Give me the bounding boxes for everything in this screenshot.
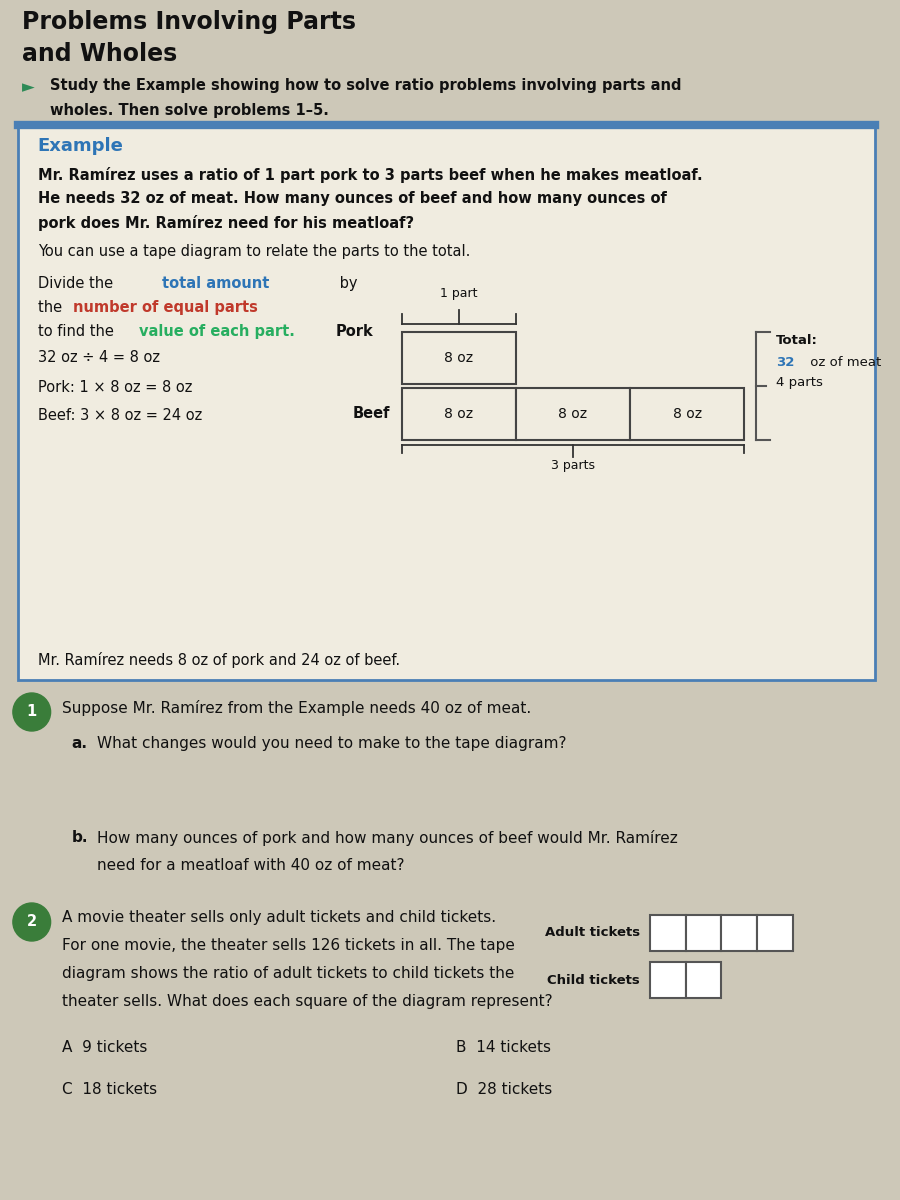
- Text: Suppose Mr. Ramírez from the Example needs 40 oz of meat.: Suppose Mr. Ramírez from the Example nee…: [61, 700, 531, 716]
- Text: Child tickets: Child tickets: [547, 973, 640, 986]
- FancyBboxPatch shape: [721, 914, 757, 950]
- Text: total amount: total amount: [162, 276, 269, 290]
- Text: A  9 tickets: A 9 tickets: [61, 1040, 147, 1055]
- Text: Pork: 1 × 8 oz = 8 oz: Pork: 1 × 8 oz = 8 oz: [38, 380, 192, 395]
- Text: ►: ►: [22, 78, 34, 96]
- Text: Problems Involving Parts: Problems Involving Parts: [22, 10, 356, 34]
- Text: 3 parts: 3 parts: [551, 458, 595, 472]
- Text: wholes. Then solve problems 1–5.: wholes. Then solve problems 1–5.: [50, 103, 328, 118]
- Text: Adult tickets: Adult tickets: [544, 926, 640, 940]
- Text: Example: Example: [38, 137, 123, 155]
- FancyBboxPatch shape: [401, 388, 516, 440]
- Text: oz of meat: oz of meat: [806, 356, 881, 370]
- Text: For one movie, the theater sells 126 tickets in all. The tape: For one movie, the theater sells 126 tic…: [61, 938, 515, 953]
- Text: A movie theater sells only adult tickets and child tickets.: A movie theater sells only adult tickets…: [61, 910, 496, 925]
- FancyBboxPatch shape: [650, 962, 686, 998]
- Circle shape: [13, 692, 50, 731]
- FancyBboxPatch shape: [630, 388, 744, 440]
- Text: How many ounces of pork and how many ounces of beef would Mr. Ramírez: How many ounces of pork and how many oun…: [97, 830, 678, 846]
- Text: 8 oz: 8 oz: [672, 407, 702, 421]
- Text: Total:: Total:: [776, 334, 818, 347]
- Text: Study the Example showing how to solve ratio problems involving parts and: Study the Example showing how to solve r…: [50, 78, 681, 92]
- Text: 8 oz: 8 oz: [445, 407, 473, 421]
- Text: Mr. Ramírez needs 8 oz of pork and 24 oz of beef.: Mr. Ramírez needs 8 oz of pork and 24 oz…: [38, 652, 400, 668]
- Text: pork does Mr. Ramírez need for his meatloaf?: pork does Mr. Ramírez need for his meatl…: [38, 215, 414, 230]
- FancyBboxPatch shape: [650, 914, 686, 950]
- Text: 8 oz: 8 oz: [445, 350, 473, 365]
- FancyBboxPatch shape: [686, 962, 721, 998]
- Text: Beef: 3 × 8 oz = 24 oz: Beef: 3 × 8 oz = 24 oz: [38, 408, 202, 422]
- Text: 4 parts: 4 parts: [776, 376, 823, 389]
- Circle shape: [13, 902, 50, 941]
- Text: Mr. Ramírez uses a ratio of 1 part pork to 3 parts beef when he makes meatloaf.: Mr. Ramírez uses a ratio of 1 part pork …: [38, 167, 702, 182]
- Text: a.: a.: [71, 736, 87, 751]
- FancyBboxPatch shape: [757, 914, 793, 950]
- Text: Beef: Beef: [353, 407, 390, 421]
- Text: b.: b.: [71, 830, 88, 845]
- Text: 1 part: 1 part: [440, 287, 478, 300]
- FancyBboxPatch shape: [686, 914, 721, 950]
- Text: the: the: [38, 300, 67, 314]
- Text: value of each part.: value of each part.: [139, 324, 295, 338]
- Text: and Wholes: and Wholes: [22, 42, 177, 66]
- Text: Pork: Pork: [336, 324, 374, 338]
- Text: theater sells. What does each square of the diagram represent?: theater sells. What does each square of …: [61, 994, 552, 1009]
- Text: C  18 tickets: C 18 tickets: [61, 1082, 157, 1097]
- FancyBboxPatch shape: [18, 125, 875, 680]
- Text: diagram shows the ratio of adult tickets to child tickets the: diagram shows the ratio of adult tickets…: [61, 966, 514, 982]
- Text: number of equal parts: number of equal parts: [74, 300, 258, 314]
- Text: D  28 tickets: D 28 tickets: [456, 1082, 553, 1097]
- Text: He needs 32 oz of meat. How many ounces of beef and how many ounces of: He needs 32 oz of meat. How many ounces …: [38, 191, 667, 206]
- Text: What changes would you need to make to the tape diagram?: What changes would you need to make to t…: [97, 736, 567, 751]
- FancyBboxPatch shape: [401, 332, 516, 384]
- Text: need for a meatloaf with 40 oz of meat?: need for a meatloaf with 40 oz of meat?: [97, 858, 405, 874]
- Text: 32: 32: [776, 356, 794, 370]
- Text: You can use a tape diagram to relate the parts to the total.: You can use a tape diagram to relate the…: [38, 244, 470, 259]
- Text: 8 oz: 8 oz: [558, 407, 588, 421]
- Text: 1: 1: [27, 704, 37, 720]
- Text: to find the: to find the: [38, 324, 118, 338]
- Text: B  14 tickets: B 14 tickets: [456, 1040, 552, 1055]
- Text: Divide the: Divide the: [38, 276, 118, 290]
- Text: by: by: [336, 276, 358, 290]
- FancyBboxPatch shape: [516, 388, 630, 440]
- Text: 32 oz ÷ 4 = 8 oz: 32 oz ÷ 4 = 8 oz: [38, 350, 159, 365]
- Text: 2: 2: [27, 914, 37, 930]
